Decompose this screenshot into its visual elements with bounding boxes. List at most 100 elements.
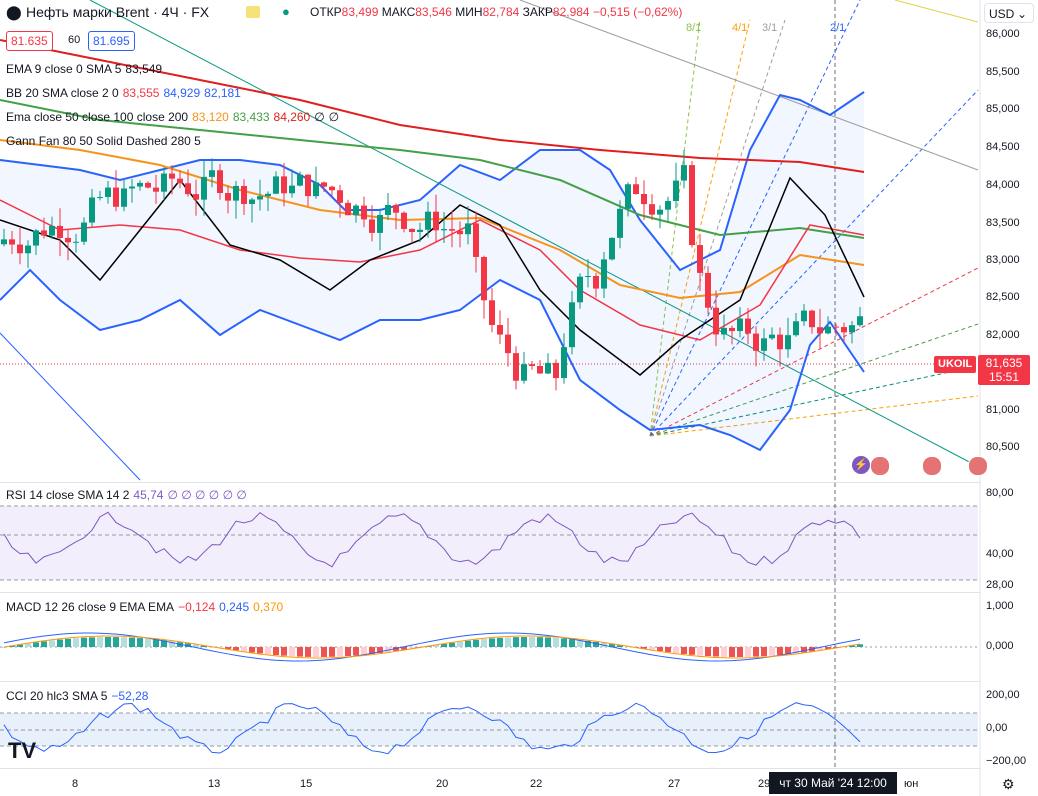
candle-body <box>217 170 223 194</box>
candle-body <box>297 174 303 186</box>
price-axis-label: 85,500 <box>986 66 1020 78</box>
candle-body <box>617 208 623 238</box>
gear-icon[interactable]: ⚙ <box>1002 776 1015 792</box>
candle-body <box>457 230 463 235</box>
pane-divider[interactable] <box>0 768 980 769</box>
candle-body <box>41 230 47 236</box>
macd-histogram-bar <box>849 645 855 647</box>
candle-body <box>777 334 783 350</box>
ema100-line <box>0 99 865 239</box>
legend-cci[interactable]: CCI 20 hlc3 SMA 5 −52,28 <box>6 689 152 703</box>
macd-histogram-bar <box>257 647 263 654</box>
legend-bb-title: BB 20 SMA close 2 0 <box>6 86 119 100</box>
legend-cci-title: CCI 20 hlc3 SMA 5 <box>6 689 108 703</box>
tradingview-logo-icon[interactable]: TV <box>8 738 37 763</box>
candle-body <box>353 205 359 216</box>
price-axis-label: 85,000 <box>986 103 1020 115</box>
macd-histogram-bar <box>9 645 15 647</box>
candle-body <box>289 185 295 194</box>
macd-histogram-bar <box>201 645 207 647</box>
macd-histogram-bar <box>265 647 271 655</box>
macd-histogram-bar <box>817 647 823 651</box>
candle-body <box>569 302 575 348</box>
macd-histogram-bar <box>769 647 775 656</box>
us-flag-event-icon[interactable] <box>922 456 942 476</box>
macd-histogram-bar <box>113 637 119 647</box>
ask-button[interactable]: 81.695 <box>88 31 135 51</box>
legend-ema50: 83,120 <box>192 110 229 124</box>
cci-line <box>3 702 861 755</box>
lightning-event-icon[interactable]: ⚡ <box>852 456 870 474</box>
legend-macd[interactable]: MACD 12 26 close 9 EMA EMA −0,124 0,245 0,3… <box>6 600 287 614</box>
macd-histogram-bar <box>25 643 31 647</box>
gann-label-8-1: 8/1 <box>686 22 702 34</box>
legend-ema9-title: EMA 9 close 0 SMA 5 <box>6 62 122 76</box>
bb-upper-line <box>0 91 865 272</box>
candle-body <box>449 229 455 231</box>
macd-histogram-bar <box>481 639 487 647</box>
candle-body <box>513 353 519 381</box>
candle-body <box>361 205 367 220</box>
legend-ema3[interactable]: Ema close 50 close 100 close 200 83,120 83… <box>6 110 343 124</box>
legend-bb[interactable]: BB 20 SMA close 2 0 83,555 84,929 82,181 <box>6 86 245 100</box>
candle-body <box>809 310 815 328</box>
us-flag-event-icon[interactable] <box>870 456 890 476</box>
high-value: 83,546 <box>415 5 452 19</box>
rsi-axis-label: 40,00 <box>986 548 1014 560</box>
macd-histogram-bar <box>377 647 383 653</box>
macd-histogram-bar <box>393 647 399 651</box>
gann-fan-line <box>649 19 751 437</box>
low-label: МИН <box>455 5 483 19</box>
macd-signal-line <box>3 635 861 659</box>
candle-body <box>161 173 167 192</box>
candle-body <box>553 362 559 379</box>
flag-icon[interactable] <box>246 6 260 18</box>
macd-histogram-bar <box>41 641 47 647</box>
candle-body <box>9 239 15 245</box>
cci-axis-label: −200,00 <box>986 755 1027 767</box>
candle-body <box>65 237 71 243</box>
candle-body <box>697 245 703 273</box>
time-axis-label: 13 <box>208 778 221 790</box>
candle-body <box>73 241 79 243</box>
legend-ema9[interactable]: EMA 9 close 0 SMA 5 83,549 <box>6 62 166 76</box>
pane-divider[interactable] <box>0 592 980 593</box>
macd-histogram-bar <box>169 641 175 647</box>
us-flag-event-icon[interactable] <box>968 456 988 476</box>
pane-divider[interactable] <box>0 681 980 682</box>
currency-select[interactable]: USD ⌄ <box>984 3 1034 23</box>
gann-fan-line <box>649 267 979 437</box>
macd-histogram-bar <box>353 647 359 656</box>
macd-histogram-bar <box>321 647 327 657</box>
legend-ema100: 83,433 <box>232 110 270 124</box>
price-axis-label: 83,500 <box>986 217 1020 229</box>
macd-histogram-bar <box>33 642 39 647</box>
macd-histogram-bar <box>689 647 695 655</box>
candle-body <box>33 230 39 246</box>
macd-histogram-bar <box>649 647 655 650</box>
candle-body <box>225 193 231 201</box>
price-axis-label: 80,500 <box>986 441 1020 453</box>
bid-button[interactable]: 81.635 <box>6 31 53 51</box>
gann-label-2-1: 2/1 <box>830 22 846 34</box>
macd-histogram-bar <box>553 637 559 647</box>
pane-divider[interactable] <box>0 482 980 483</box>
high-label: МАКС <box>381 5 416 19</box>
macd-histogram-bar <box>465 640 471 647</box>
gann-label-3-1: 3/1 <box>762 22 778 34</box>
symbol-header: ⬤ Нефть марки Brent · 4Ч · FX ● ОТКР83,4… <box>0 0 980 26</box>
symbol-title[interactable]: Нефть марки Brent · 4Ч · FX <box>26 4 210 20</box>
crosshair-time-label: чт 30 Май '24 12:00 <box>769 772 897 794</box>
candle-body <box>185 183 191 195</box>
chevron-down-icon: ⌄ <box>1016 7 1027 21</box>
macd-histogram-bar <box>385 647 391 652</box>
macd-histogram-bar <box>81 637 87 647</box>
macd-histogram-bar <box>521 637 527 647</box>
legend-gann[interactable]: Gann Fan 80 50 Solid Dashed 280 5 <box>6 134 205 148</box>
candle-body <box>657 209 663 215</box>
price-axis-label: 86,000 <box>986 28 1020 40</box>
candle-body <box>345 202 351 216</box>
legend-rsi[interactable]: RSI 14 close SMA 14 2 45,74 ∅ ∅ ∅ ∅ ∅ ∅ <box>6 488 251 502</box>
candle-body <box>721 327 727 335</box>
